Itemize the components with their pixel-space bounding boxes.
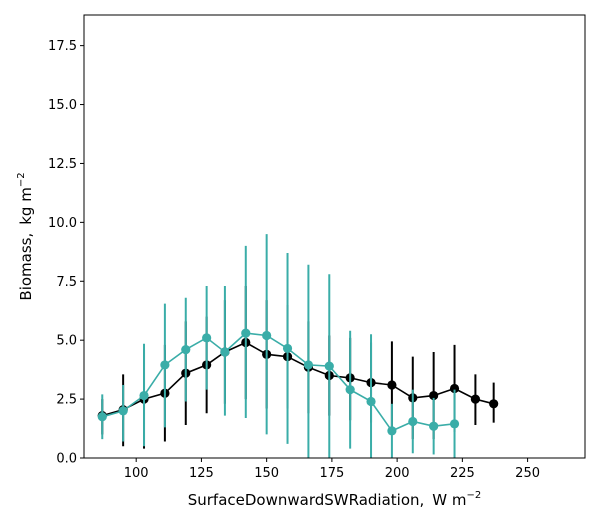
x-tick-label: 250 [515,466,540,481]
y-tick-label: 0.0 [56,452,77,467]
x-tick-label: 200 [385,466,410,481]
data-point [408,416,418,427]
data-point [429,421,439,431]
plot-frame [83,14,586,459]
data-point [118,406,128,416]
series-layer [97,234,499,458]
y-tick-label: 2.5 [56,393,77,408]
data-point [489,399,499,409]
data-point [262,330,272,341]
data-point [220,347,230,357]
data-point [181,345,191,355]
data-point [449,383,460,394]
x-axis-label-exponent: −2 [467,490,482,501]
y-axis-label-main: Biomass, [17,233,35,301]
x-axis-label: SurfaceDownwardSWRadiation, W m−2 [188,490,482,509]
x-axis: 100 125 150 175 200 225 250 [124,458,540,481]
y-tick-label: 17.5 [48,39,77,54]
y-tick-label: 5.0 [56,334,77,349]
data-point [387,380,397,390]
y-axis-label-unit: kg m [17,187,35,225]
data-point [202,333,212,343]
data-point [160,360,170,370]
y-tick-label: 12.5 [48,157,77,172]
y-axis-label: Biomass, kg m−2 [16,172,35,300]
x-axis-label-main: SurfaceDownwardSWRadiation, [188,491,425,509]
x-tick-label: 225 [450,466,475,481]
x-tick-label: 125 [189,466,214,481]
data-point [97,412,107,422]
x-tick-label: 175 [319,466,344,481]
data-point [324,361,334,371]
y-tick-label: 7.5 [56,275,77,290]
x-axis-label-unit: W m [432,491,466,509]
data-point [241,328,251,338]
data-point [449,419,460,429]
series-line [102,332,455,432]
data-point [345,385,355,395]
data-point [139,390,149,401]
y-tick-label: 15.0 [48,98,77,113]
series-1 [97,234,460,458]
x-tick-label: 150 [254,466,279,481]
data-point [429,390,439,401]
y-axis-label-exponent: −2 [16,172,27,187]
data-point [387,426,397,436]
series-0 [97,285,499,449]
data-point [470,394,481,404]
data-point [282,343,293,354]
data-point [366,396,376,407]
series-line [102,341,494,417]
y-tick-label: 10.0 [48,216,77,231]
data-point [303,360,314,370]
x-tick-label: 100 [124,466,149,481]
y-axis: 0.0 2.5 5.0 7.5 10.0 12.5 15.0 17.5 [48,39,84,467]
